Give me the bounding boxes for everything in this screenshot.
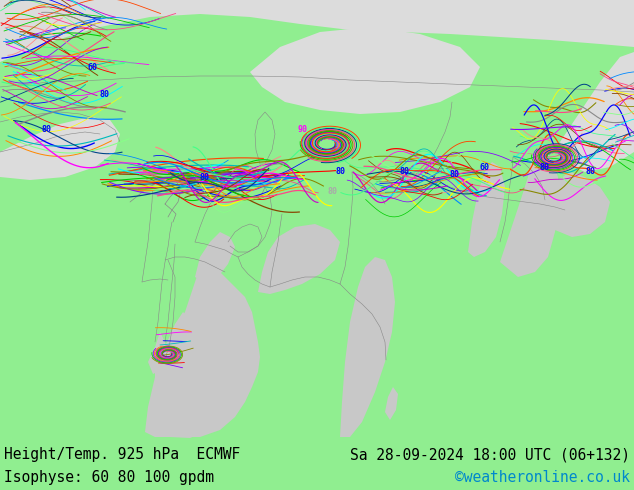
Text: 80: 80 bbox=[335, 167, 345, 176]
Text: 80: 80 bbox=[42, 125, 52, 134]
Text: 90: 90 bbox=[298, 125, 308, 134]
Polygon shape bbox=[145, 312, 188, 437]
Polygon shape bbox=[195, 232, 235, 284]
Polygon shape bbox=[0, 117, 120, 180]
Text: 80: 80 bbox=[450, 170, 460, 179]
Text: 80: 80 bbox=[540, 163, 550, 172]
Polygon shape bbox=[340, 257, 395, 437]
Polygon shape bbox=[560, 52, 634, 172]
Polygon shape bbox=[540, 172, 610, 237]
Polygon shape bbox=[500, 147, 560, 277]
Text: 80: 80 bbox=[200, 173, 210, 182]
Polygon shape bbox=[258, 224, 340, 294]
Polygon shape bbox=[148, 332, 168, 374]
Polygon shape bbox=[468, 162, 505, 257]
Text: Height/Temp. 925 hPa  ECMWF: Height/Temp. 925 hPa ECMWF bbox=[4, 447, 240, 463]
Text: 80: 80 bbox=[100, 90, 110, 99]
Polygon shape bbox=[155, 262, 260, 437]
Text: 80: 80 bbox=[328, 187, 338, 196]
Text: Sa 28-09-2024 18:00 UTC (06+132): Sa 28-09-2024 18:00 UTC (06+132) bbox=[350, 447, 630, 463]
Text: 80: 80 bbox=[400, 167, 410, 176]
Polygon shape bbox=[385, 387, 398, 420]
Text: 60: 60 bbox=[88, 63, 98, 72]
Text: ©weatheronline.co.uk: ©weatheronline.co.uk bbox=[455, 469, 630, 485]
Text: Isophyse: 60 80 100 gpdm: Isophyse: 60 80 100 gpdm bbox=[4, 469, 214, 485]
Text: 80: 80 bbox=[585, 167, 595, 176]
Polygon shape bbox=[0, 0, 634, 62]
Text: 60: 60 bbox=[480, 163, 490, 172]
Polygon shape bbox=[170, 382, 225, 438]
Polygon shape bbox=[250, 27, 480, 114]
